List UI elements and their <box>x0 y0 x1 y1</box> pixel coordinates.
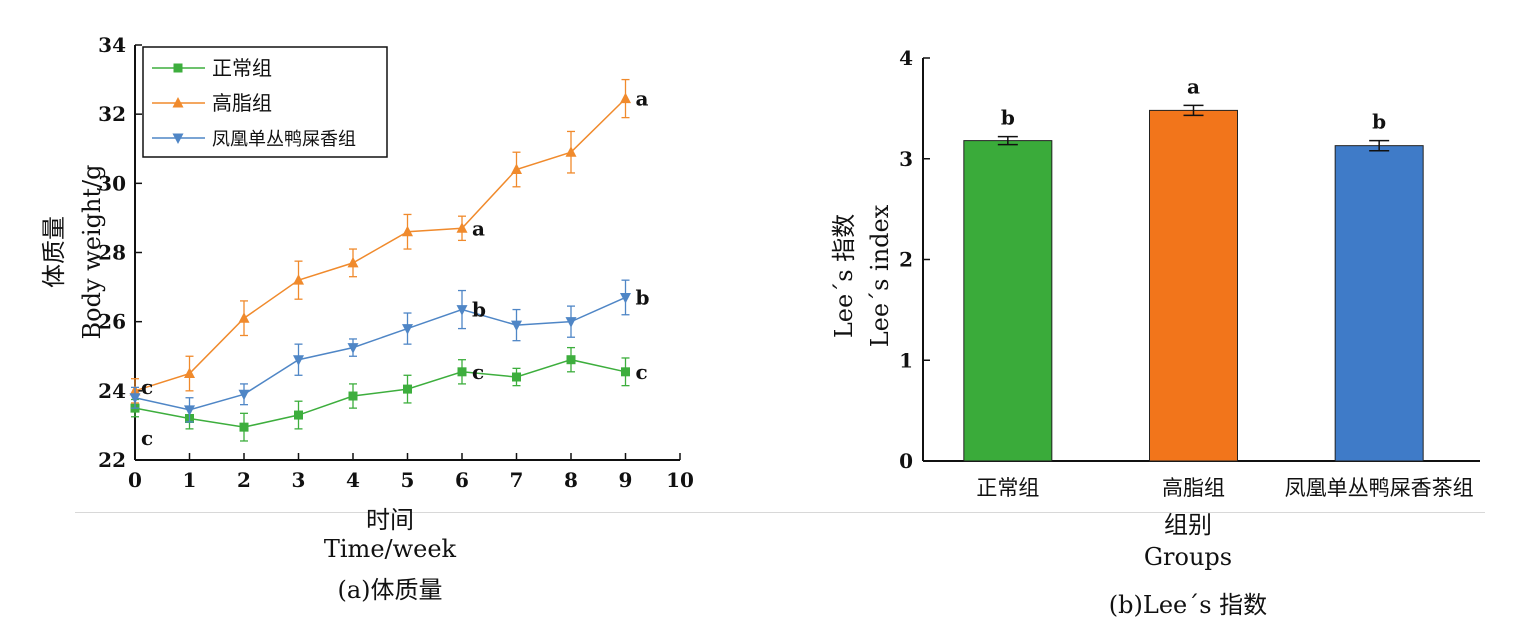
y-tick-label: 0 <box>899 449 913 473</box>
triangle-up-marker <box>293 274 304 285</box>
panel-b-xlabel-cn: 组别 <box>1164 511 1212 539</box>
bar-group-3: b <box>1334 110 1424 462</box>
series-2: aa <box>129 78 649 404</box>
legend-label: 凤凰单丛鸭屎香组 <box>212 129 356 150</box>
y-tick-label: 30 <box>98 171 126 195</box>
triangle-down-marker <box>620 292 631 304</box>
panel-b-xlabel-en: Groups <box>1143 543 1233 571</box>
x-tick-label: 2 <box>237 468 251 492</box>
x-category-label: 高脂组 <box>1162 476 1225 500</box>
x-tick-label: 5 <box>401 468 415 492</box>
y-tick-label: 32 <box>98 102 126 126</box>
y-axis-label-cn: Lee´s 指数 <box>830 214 858 338</box>
panel-a-xlabel-cn: 时间 <box>366 506 414 534</box>
triangle-up-marker <box>456 222 468 233</box>
x-tick-label: 4 <box>346 468 360 492</box>
square-marker <box>621 367 630 377</box>
x-tick-label: 3 <box>292 468 306 492</box>
panel-b-caption: (b)Lee´s 指数 <box>1108 591 1268 619</box>
x-tick-label: 0 <box>128 468 142 492</box>
lee-index-bar-chart: 0 1 2 3 4 Lee´s 指数 Lee´s index b 正常组 a 高脂组 b 凤凰单丛鸭屎香… <box>830 46 1480 500</box>
significance-label: a <box>1187 74 1200 98</box>
square-marker <box>348 391 358 401</box>
square-marker <box>457 367 467 377</box>
y-tick-label: 26 <box>98 310 126 334</box>
triangle-down-marker <box>402 324 413 335</box>
triangle-down-marker <box>238 389 250 401</box>
y-tick-label: 4 <box>899 46 913 70</box>
triangle-down-marker <box>129 393 141 404</box>
square-marker <box>566 355 576 365</box>
significance-label: a <box>472 216 485 240</box>
triangle-up-marker <box>184 367 195 379</box>
significance-label: b <box>472 298 486 322</box>
significance-label: b <box>1372 110 1386 134</box>
y-axis-label-en: Lee´s index <box>866 204 894 347</box>
separator-line <box>75 512 1485 513</box>
y-tick-label: 34 <box>98 33 126 57</box>
y-tick-label: 28 <box>98 241 126 265</box>
x-tick-label: 8 <box>564 468 578 492</box>
panel-a-caption: (a)体质量 <box>337 576 443 604</box>
significance-label: a <box>636 87 649 111</box>
triangle-up-marker <box>511 163 522 174</box>
triangle-down-marker <box>293 355 304 366</box>
square-marker <box>294 410 303 420</box>
square-marker <box>173 63 183 73</box>
series-1: c c c <box>130 346 648 450</box>
triangle-up-marker <box>172 97 184 108</box>
y-tick-label: 24 <box>98 379 126 403</box>
legend-label: 高脂组 <box>212 91 272 115</box>
series-line <box>134 296 626 411</box>
bar <box>1149 109 1238 462</box>
square-marker <box>239 422 249 432</box>
triangle-down-marker <box>184 405 195 416</box>
significance-label: c <box>636 360 648 384</box>
triangle-up-marker <box>238 312 250 323</box>
series-3: c b b <box>129 279 650 423</box>
bar-group-2: a <box>1149 74 1238 462</box>
bar <box>963 140 1053 462</box>
series-line <box>134 358 626 428</box>
y-tick-label: 3 <box>899 147 913 171</box>
triangle-up-marker <box>402 225 413 237</box>
y-tick-label: 1 <box>899 348 913 372</box>
triangle-up-marker <box>620 92 631 104</box>
x-tick-label: 6 <box>455 468 469 492</box>
triangle-down-marker <box>172 133 184 144</box>
x-category-label: 凤凰单丛鸭屎香茶组 <box>1285 476 1474 500</box>
y-axis-label-en: Body weight/g <box>78 165 106 340</box>
significance-label: b <box>636 285 650 309</box>
x-category-label: 正常组 <box>976 476 1039 500</box>
x-tick-label: 9 <box>619 468 633 492</box>
triangle-up-marker <box>347 256 359 268</box>
significance-label: b <box>1001 106 1015 130</box>
square-marker <box>403 384 412 394</box>
series-line <box>134 98 627 392</box>
x-tick-label: 10 <box>666 468 694 492</box>
bar <box>1334 145 1424 462</box>
significance-label: c <box>472 360 484 384</box>
triangle-down-marker <box>456 305 468 316</box>
bar-group-1: b <box>963 106 1053 462</box>
square-marker <box>512 372 521 382</box>
panel-a-xlabel-en: Time/week <box>323 535 457 563</box>
y-tick-label: 22 <box>98 448 126 472</box>
triangle-up-marker <box>565 146 577 157</box>
triangle-down-marker <box>347 343 359 354</box>
x-tick-label: 1 <box>183 468 197 492</box>
y-axis-label-cn: 体质量 <box>40 216 68 288</box>
x-tick-label: 7 <box>510 468 524 492</box>
y-tick-label: 2 <box>899 248 913 272</box>
significance-label: c <box>141 375 153 399</box>
triangle-down-marker <box>565 317 577 328</box>
significance-label: c <box>141 426 153 450</box>
triangle-down-marker <box>511 320 522 332</box>
legend-label: 正常组 <box>212 56 272 80</box>
